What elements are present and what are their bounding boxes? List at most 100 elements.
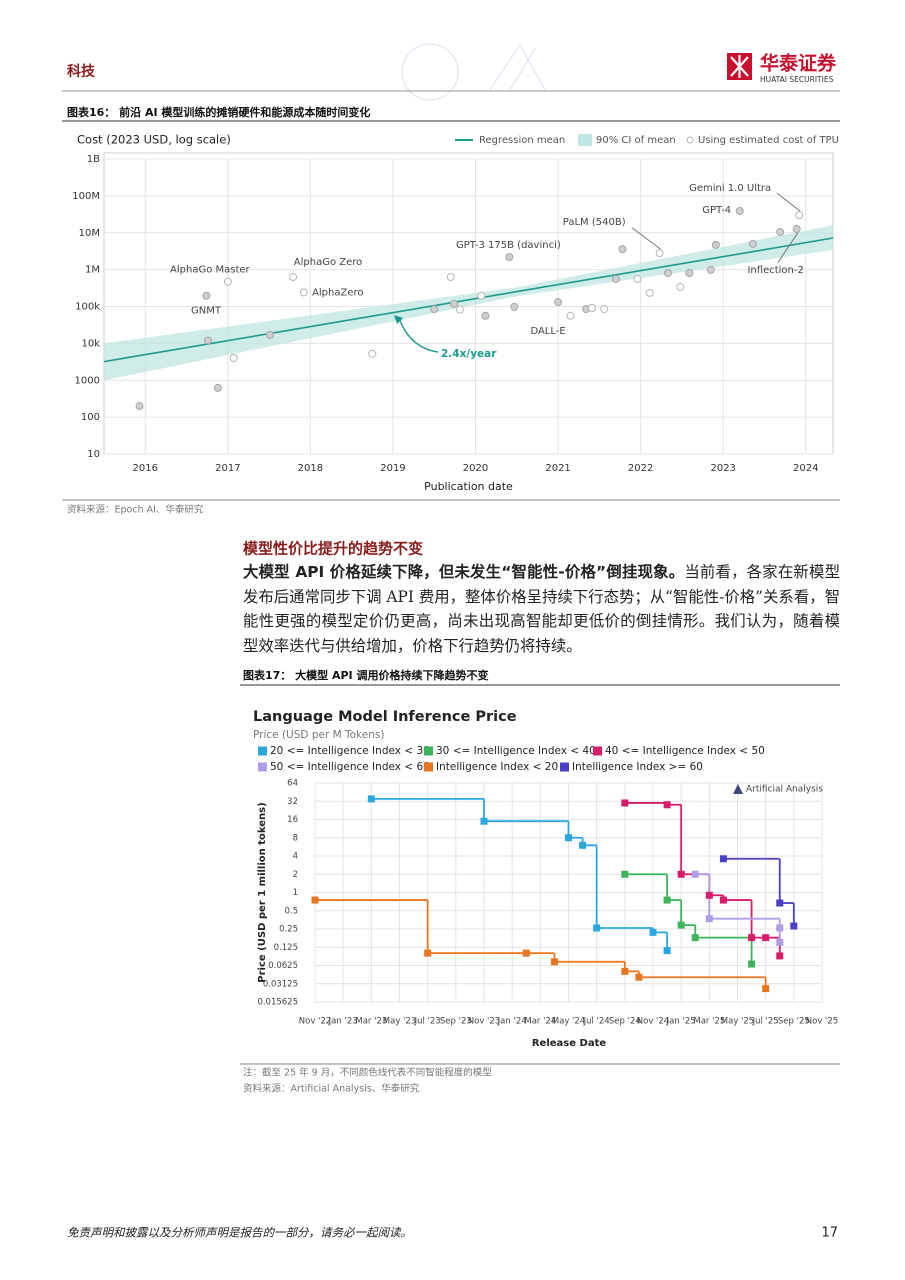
trend-arrowhead <box>394 315 403 324</box>
legend-label: 90% CI of mean <box>596 135 676 146</box>
x-tick-label: 2019 <box>380 463 405 474</box>
price-marker <box>550 958 558 966</box>
point-label: GPT-4 <box>702 205 731 216</box>
price-marker <box>663 947 671 955</box>
data-point <box>505 252 514 261</box>
point-label: AlphaGo Master <box>170 265 251 276</box>
x-tick-label: Mar '25 <box>693 1017 725 1027</box>
tpu-point <box>645 288 654 297</box>
y-tick-label: 2 <box>293 870 298 880</box>
x-tick-label: Jan '23 <box>328 1017 358 1027</box>
x-tick-label: May '25 <box>721 1017 754 1027</box>
tpu-point <box>600 305 609 314</box>
data-point <box>204 336 213 345</box>
y-tick-label: 10k <box>81 338 100 349</box>
body-text: 当前看，各家在新模型发布后通常同步下调 API 费用，整体价格呈持续下行态势；从… <box>243 563 840 655</box>
logo-icon <box>727 53 752 80</box>
x-tick-label: Jul '25 <box>752 1017 779 1027</box>
y-tick-label: 1M <box>85 265 100 276</box>
x-tick-label: Jan '25 <box>666 1017 696 1027</box>
y-tick-label: 1B <box>87 154 100 165</box>
x-tick-label: 2020 <box>463 463 488 474</box>
x-tick-label: Nov '25 <box>806 1017 838 1027</box>
lead-sentence: 大模型 API 价格延续下降，但未发生“智能性-价格”倒挂现象。 <box>243 563 685 581</box>
tpu-point <box>446 273 455 282</box>
figure-caption: 图表16： 前沿 AI 模型训练的摊销硬件和能源成本随时间变化 <box>67 105 370 119</box>
data-point <box>748 239 757 248</box>
y-tick-label: 0.5 <box>284 906 298 916</box>
price-marker <box>480 817 488 825</box>
y-tick-label: 4 <box>293 852 298 862</box>
y-tick-label: 1000 <box>75 375 100 386</box>
x-tick-label: Nov '23 <box>468 1017 500 1027</box>
watermark-icon <box>733 784 743 794</box>
tpu-point <box>299 288 308 297</box>
figure-source: 资料来源：Artificial Analysis、华泰研究 <box>243 1083 420 1095</box>
price-marker <box>748 934 756 942</box>
point-label: GNMT <box>191 305 222 316</box>
x-tick-label: Nov '24 <box>637 1017 669 1027</box>
legend-marker <box>686 136 694 144</box>
price-marker <box>705 891 713 899</box>
y-tick-label: 32 <box>287 797 298 807</box>
x-tick-label: Nov '22 <box>299 1017 331 1027</box>
x-tick-label: Mar '23 <box>355 1017 387 1027</box>
y-tick-label: 8 <box>293 833 298 843</box>
data-point <box>735 206 744 215</box>
legend-swatch <box>560 762 569 772</box>
leader-line <box>777 232 799 263</box>
point-label: PaLM (540B) <box>563 217 626 228</box>
x-tick-label: May '24 <box>552 1017 585 1027</box>
tpu-point <box>587 304 596 313</box>
y-axis-label: Cost (2023 USD, log scale) <box>77 133 231 147</box>
figure-note: 注：截至 25 年 9 月，不同颜色线代表不同智能程度的模型 <box>243 1067 492 1079</box>
price-marker <box>621 967 629 975</box>
y-tick-label: 100M <box>72 191 100 202</box>
price-marker <box>311 896 319 904</box>
legend-label: 50 <= Intelligence Index < 60 <box>270 761 430 773</box>
price-marker <box>748 960 756 968</box>
x-axis-label: Release Date <box>532 1038 606 1049</box>
price-marker <box>776 924 784 932</box>
data-point <box>685 268 694 277</box>
data-point <box>776 227 785 236</box>
tpu-point <box>223 277 232 286</box>
price-marker <box>621 870 629 878</box>
legend-label: 30 <= Intelligence Index < 40 <box>436 745 596 757</box>
y-tick-label: 0.25 <box>279 925 298 935</box>
point-label: GPT-3 175B (davinci) <box>456 240 561 251</box>
y-tick-label: 0.015625 <box>257 998 298 1008</box>
brand: 华泰证券 <box>760 52 837 75</box>
y-tick-label: 0.0625 <box>268 961 298 971</box>
data-point <box>510 302 519 311</box>
price-marker <box>663 801 671 809</box>
x-tick-label: Sep '25 <box>778 1017 810 1027</box>
regression-line <box>103 237 834 363</box>
x-tick-label: Mar '24 <box>524 1017 556 1027</box>
tpu-point <box>655 249 664 258</box>
legend-label: Using estimated cost of TPU <box>698 135 839 146</box>
price-marker <box>565 834 572 842</box>
legend-label: 40 <= Intelligence Index < 50 <box>605 745 765 757</box>
chart-title: Language Model Inference Price <box>253 709 517 725</box>
data-point <box>663 268 672 277</box>
price-marker <box>663 896 671 904</box>
trend-label: 2.4x/year <box>441 348 497 360</box>
y-tick-label: 64 <box>287 779 298 789</box>
data-point <box>213 383 222 392</box>
point-label: Gemini 1.0 Ultra <box>689 183 771 194</box>
point-label: AlphaGo Zero <box>294 257 363 268</box>
point-label: AlphaZero <box>312 287 363 298</box>
data-point <box>481 311 490 320</box>
y-tick-label: 100k <box>75 302 100 313</box>
trend-arrow <box>398 317 439 353</box>
tpu-point <box>795 211 804 220</box>
x-tick-label: 2024 <box>793 463 818 474</box>
brand-en: HUATAI SECURITIES <box>760 75 834 84</box>
y-tick-label: 0.125 <box>274 943 298 953</box>
x-tick-label: Sep '24 <box>609 1017 641 1027</box>
point-label: DALL-E <box>530 326 565 337</box>
header-decoration <box>401 43 546 101</box>
